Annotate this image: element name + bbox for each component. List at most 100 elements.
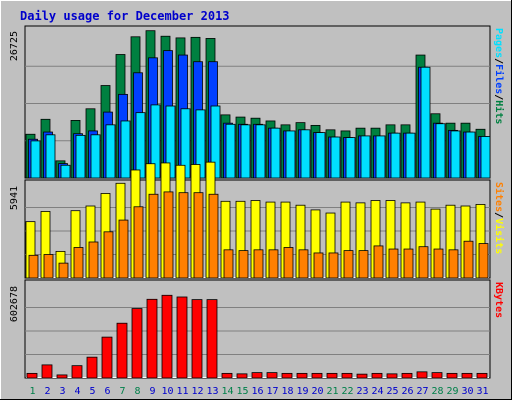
bar-kbytes-day-25 — [386, 373, 398, 379]
bar-pages-day-10 — [165, 105, 176, 179]
x-tick-label-day-11: 11 — [176, 386, 188, 397]
bar-kbytes-day-15 — [236, 373, 248, 379]
bar-pages-day-16 — [255, 124, 266, 179]
bar-pages-day-25 — [390, 132, 401, 179]
legend-separator: / — [493, 94, 504, 100]
bar-pages-day-9 — [150, 104, 161, 179]
bar-kbytes-day-30 — [461, 372, 473, 379]
bar-kbytes-day-31 — [476, 372, 488, 379]
x-tick-label-day-3: 3 — [59, 386, 65, 397]
bar-kbytes-day-16 — [251, 372, 263, 379]
bar-sites-day-15 — [238, 250, 249, 279]
bar-pages-day-1 — [30, 140, 41, 179]
x-tick-label-day-27: 27 — [416, 386, 428, 397]
bar-pages-day-24 — [375, 135, 386, 179]
bar-kbytes-day-2 — [41, 364, 53, 379]
x-tick-label-day-30: 30 — [461, 386, 473, 397]
bar-pages-day-8 — [135, 112, 146, 179]
x-tick-label-day-4: 4 — [74, 386, 80, 397]
x-tick-label-day-21: 21 — [326, 386, 338, 397]
x-tick-label-day-2: 2 — [44, 386, 50, 397]
bar-kbytes-day-23 — [356, 373, 368, 379]
bar-sites-day-13 — [208, 193, 219, 279]
bar-pages-day-22 — [345, 137, 356, 179]
bar-sites-day-21 — [328, 252, 339, 279]
bar-sites-day-4 — [73, 247, 84, 279]
bar-pages-day-26 — [405, 132, 416, 179]
bar-pages-day-20 — [315, 132, 326, 179]
bar-sites-day-3 — [58, 262, 69, 279]
x-tick-label-day-26: 26 — [401, 386, 413, 397]
x-tick-label-day-16: 16 — [251, 386, 263, 397]
bar-kbytes-day-26 — [401, 372, 413, 379]
bar-sites-day-18 — [283, 247, 294, 279]
bar-sites-day-5 — [88, 241, 99, 279]
bar-sites-day-8 — [133, 206, 144, 279]
bar-pages-day-2 — [45, 134, 56, 179]
bar-pages-day-17 — [270, 127, 281, 179]
x-tick-label-day-14: 14 — [221, 386, 233, 397]
bar-kbytes-day-6 — [101, 336, 113, 379]
bar-sites-day-1 — [28, 254, 39, 279]
bar-pages-day-11 — [180, 108, 191, 179]
x-tick-label-day-29: 29 — [446, 386, 458, 397]
x-tick-label-day-19: 19 — [296, 386, 308, 397]
x-tick-label-day-8: 8 — [134, 386, 140, 397]
chart-title: Daily usage for December 2013 — [20, 9, 230, 23]
x-tick-label-day-13: 13 — [206, 386, 218, 397]
bar-pages-day-12 — [195, 109, 206, 179]
bar-pages-day-27 — [420, 66, 431, 179]
bar-pages-day-23 — [360, 135, 371, 179]
bar-pages-day-28 — [435, 123, 446, 179]
bar-kbytes-day-28 — [431, 372, 443, 379]
bar-kbytes-day-24 — [371, 372, 383, 379]
x-tick-label-day-1: 1 — [29, 386, 35, 397]
bar-sites-day-22 — [343, 250, 354, 279]
x-tick-label-day-31: 31 — [476, 386, 488, 397]
x-tick-label-day-23: 23 — [356, 386, 368, 397]
x-tick-label-day-17: 17 — [266, 386, 278, 397]
legend-sites: Sites — [493, 182, 505, 212]
panel-legend: Pages/Files/Hits — [493, 28, 505, 124]
bar-sites-day-27 — [418, 246, 429, 279]
bar-kbytes-day-5 — [86, 356, 98, 379]
bar-sites-day-9 — [148, 193, 159, 279]
x-tick-label-day-5: 5 — [89, 386, 95, 397]
x-tick-label-day-12: 12 — [191, 386, 203, 397]
bar-sites-day-28 — [433, 248, 444, 279]
y-max-label: 26725 — [9, 31, 20, 61]
bar-sites-day-30 — [463, 240, 474, 279]
bar-pages-day-5 — [90, 134, 101, 179]
bar-pages-day-31 — [480, 136, 491, 179]
bar-sites-day-7 — [118, 219, 129, 279]
panel-legend: Sites/Visits — [493, 182, 505, 254]
bar-kbytes-day-4 — [71, 365, 83, 379]
bar-kbytes-day-3 — [56, 374, 68, 379]
bar-sites-day-23 — [358, 250, 369, 279]
x-tick-label-day-15: 15 — [236, 386, 248, 397]
bar-kbytes-day-12 — [191, 299, 203, 379]
bar-sites-day-14 — [223, 249, 234, 279]
bar-sites-day-10 — [163, 191, 174, 279]
bar-sites-day-17 — [268, 249, 279, 279]
bar-sites-day-29 — [448, 249, 459, 279]
bar-kbytes-day-13 — [206, 299, 218, 379]
bar-kbytes-day-1 — [26, 372, 38, 379]
bar-kbytes-day-18 — [281, 372, 293, 379]
bar-pages-day-13 — [210, 105, 221, 179]
bar-pages-day-30 — [465, 131, 476, 179]
x-tick-label-day-6: 6 — [104, 386, 110, 397]
legend-files: Files — [493, 64, 505, 94]
bar-kbytes-day-27 — [416, 371, 428, 379]
x-tick-label-day-20: 20 — [311, 386, 323, 397]
bar-pages-day-21 — [330, 136, 341, 179]
bar-pages-day-14 — [225, 123, 236, 179]
bar-sites-day-31 — [478, 243, 489, 279]
x-tick-label-day-9: 9 — [149, 386, 155, 397]
legend-visits: Visits — [493, 218, 505, 254]
bar-kbytes-day-9 — [146, 298, 158, 379]
bar-sites-day-24 — [373, 245, 384, 279]
bar-kbytes-day-29 — [446, 372, 458, 379]
